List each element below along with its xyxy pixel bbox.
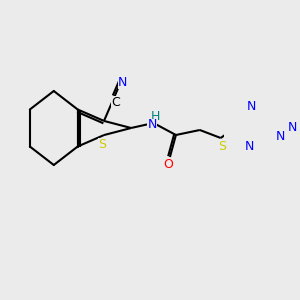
Text: N: N — [147, 118, 157, 131]
Text: S: S — [98, 138, 106, 151]
Text: N: N — [118, 76, 127, 89]
Text: C: C — [111, 96, 120, 109]
Text: N: N — [247, 100, 256, 113]
Text: N: N — [288, 121, 297, 134]
Text: N: N — [275, 130, 285, 143]
Text: S: S — [218, 140, 226, 154]
Text: O: O — [163, 158, 172, 172]
Text: N: N — [245, 140, 254, 153]
Text: H: H — [151, 110, 160, 122]
